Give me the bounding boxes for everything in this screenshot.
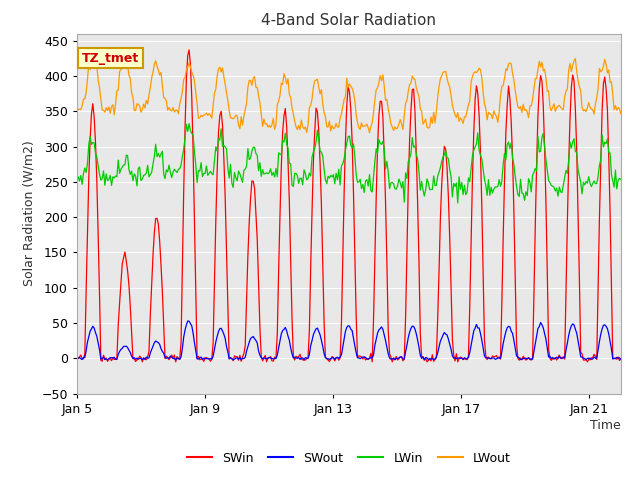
- SWout: [257, 355, 265, 360]
- LWin: [565, 157, 573, 163]
- SWout: [73, 355, 81, 361]
- Title: 4-Band Solar Radiation: 4-Band Solar Radiation: [261, 13, 436, 28]
- Line: LWin: LWin: [77, 124, 621, 203]
- LWout: [378, 78, 385, 84]
- LWin: [617, 177, 625, 182]
- SWout: [378, 324, 385, 330]
- Line: SWin: SWin: [77, 50, 621, 362]
- SWin: [73, 354, 81, 360]
- Y-axis label: Solar Radiation (W/m2): Solar Radiation (W/m2): [22, 141, 36, 287]
- SWout: [458, 355, 465, 361]
- LWout: [474, 68, 482, 73]
- LWout: [73, 107, 81, 113]
- Text: Time: Time: [590, 419, 621, 432]
- Legend: SWin, SWout, LWin, LWout: SWin, SWout, LWin, LWout: [182, 447, 516, 469]
- LWin: [454, 200, 461, 206]
- LWout: [617, 111, 625, 117]
- LWin: [458, 180, 465, 185]
- LWout: [365, 130, 373, 135]
- Line: SWout: SWout: [77, 321, 621, 360]
- LWin: [185, 121, 193, 127]
- LWin: [474, 130, 482, 136]
- LWout: [256, 100, 264, 106]
- LWin: [256, 160, 264, 166]
- SWout: [184, 318, 191, 324]
- LWout: [565, 68, 573, 73]
- SWin: [458, 355, 465, 360]
- SWout: [565, 333, 573, 338]
- SWin: [474, 90, 482, 96]
- SWin: [565, 161, 573, 167]
- LWout: [89, 54, 97, 60]
- Text: TZ_tmet: TZ_tmet: [82, 51, 140, 65]
- LWin: [376, 141, 384, 146]
- SWout: [474, 325, 482, 331]
- LWout: [458, 117, 465, 122]
- LWin: [237, 176, 245, 181]
- SWin: [257, 354, 265, 360]
- Line: LWout: LWout: [77, 57, 621, 132]
- SWout: [617, 357, 625, 362]
- SWin: [138, 359, 146, 365]
- SWout: [239, 355, 246, 361]
- SWin: [617, 356, 625, 361]
- SWin: [185, 47, 193, 53]
- SWin: [378, 98, 385, 104]
- LWout: [237, 114, 245, 120]
- SWout: [104, 357, 111, 362]
- SWin: [239, 354, 246, 360]
- LWin: [73, 178, 81, 183]
